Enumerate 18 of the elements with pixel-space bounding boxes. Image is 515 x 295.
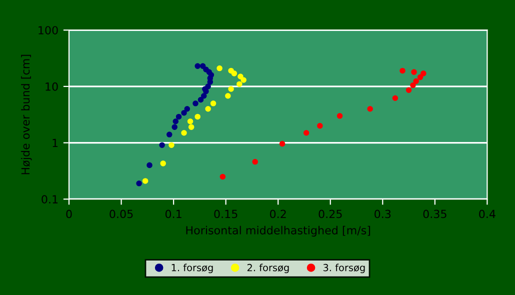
x-tick-label: 0.1 (165, 210, 182, 218)
legend-label: 3. forsøg (323, 264, 365, 274)
x-tick-label: 0.2 (270, 210, 286, 218)
y-axis-title: Højde over bund [cm] (21, 54, 32, 174)
y-tick-label: 0.1 (42, 195, 58, 204)
y-tick-label: 10 (46, 82, 58, 91)
legend-label: 2. forsøg (247, 264, 289, 274)
x-tick-label: 0.35 (423, 210, 446, 218)
x-tick-label: 0.4 (479, 210, 496, 218)
y-tick-label: 100 (38, 26, 58, 34)
x-tick-label: 0 (66, 210, 72, 218)
x-tick-label: 0.25 (318, 210, 342, 218)
x-tick-label: 0.05 (110, 210, 133, 218)
legend-label: 1. forsøg (172, 264, 213, 274)
x-tick-label: 0.15 (214, 210, 238, 218)
x-axis-title: Horisontal middelhastighed [m/s] (186, 226, 370, 237)
x-tick-label: 0.3 (374, 210, 391, 218)
y-tick-label: 1 (52, 138, 58, 147)
